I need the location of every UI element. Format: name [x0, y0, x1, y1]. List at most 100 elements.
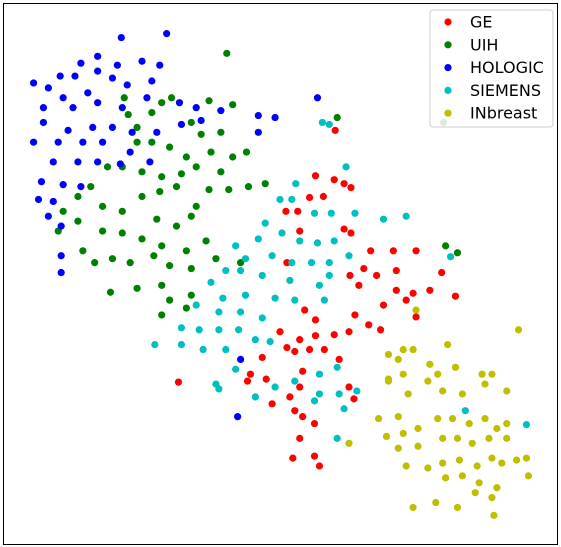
point [271, 294, 279, 302]
point [235, 326, 243, 334]
point [271, 383, 279, 391]
point [172, 222, 181, 230]
point [236, 259, 245, 267]
point [59, 94, 67, 102]
point [404, 390, 412, 398]
point [126, 259, 134, 267]
point [124, 110, 132, 119]
point [195, 326, 203, 334]
point [138, 235, 146, 243]
point [342, 163, 350, 171]
point [409, 345, 417, 354]
point [340, 225, 348, 233]
point [158, 99, 166, 107]
point [74, 192, 82, 201]
point [118, 207, 126, 215]
point [473, 462, 481, 470]
point [74, 217, 82, 225]
point [232, 365, 240, 373]
point [166, 143, 174, 151]
point [448, 415, 457, 423]
point [468, 439, 476, 447]
point [289, 454, 297, 462]
point [409, 503, 417, 512]
point [347, 229, 355, 237]
point [283, 343, 291, 352]
point [347, 184, 355, 192]
point [94, 158, 102, 166]
point [310, 419, 319, 428]
point [148, 138, 156, 146]
point [143, 94, 151, 102]
point [117, 33, 125, 42]
point [402, 212, 410, 220]
point [345, 383, 353, 391]
point [89, 123, 97, 132]
point [177, 120, 186, 129]
point [246, 370, 255, 378]
point [455, 456, 464, 464]
legend-label: GE [470, 13, 493, 32]
point [217, 168, 225, 176]
point [493, 424, 501, 433]
point [113, 61, 121, 69]
point [458, 472, 466, 480]
point [360, 264, 368, 273]
point [29, 138, 38, 146]
point [493, 484, 501, 492]
point [318, 118, 326, 127]
point [166, 262, 174, 270]
point [258, 314, 266, 322]
point [446, 253, 455, 261]
point [133, 284, 141, 292]
point [108, 123, 117, 132]
point [39, 104, 48, 112]
point [108, 74, 117, 82]
point [262, 375, 270, 383]
point [376, 326, 385, 334]
point [39, 118, 48, 127]
point [207, 148, 215, 156]
point [192, 202, 200, 210]
point [103, 163, 112, 171]
point [205, 185, 213, 194]
point [29, 79, 38, 87]
point [266, 338, 274, 346]
point [91, 259, 99, 267]
point [69, 104, 77, 112]
point [268, 400, 276, 408]
point [118, 229, 126, 237]
point [254, 128, 262, 136]
point [330, 331, 338, 339]
point [438, 268, 446, 277]
point [320, 345, 328, 354]
legend-marker [444, 41, 452, 49]
point [158, 281, 166, 289]
point [319, 192, 327, 201]
point [325, 120, 333, 129]
point [254, 111, 262, 120]
point [212, 255, 220, 263]
point [153, 128, 161, 136]
point [305, 345, 314, 354]
point [163, 30, 171, 38]
point [498, 459, 506, 467]
point [158, 173, 166, 181]
point [299, 367, 307, 375]
point [126, 148, 134, 156]
point [453, 249, 462, 257]
point [94, 52, 102, 60]
point [503, 434, 511, 442]
point [222, 266, 230, 275]
point [236, 355, 245, 363]
point [291, 377, 299, 385]
point [367, 247, 375, 255]
point [524, 472, 533, 480]
point [424, 464, 432, 472]
legend-label: HOLOGIC [470, 58, 544, 77]
point [434, 415, 442, 423]
point [379, 215, 388, 223]
point [311, 316, 320, 324]
point [167, 94, 176, 102]
legend-marker [444, 109, 452, 117]
